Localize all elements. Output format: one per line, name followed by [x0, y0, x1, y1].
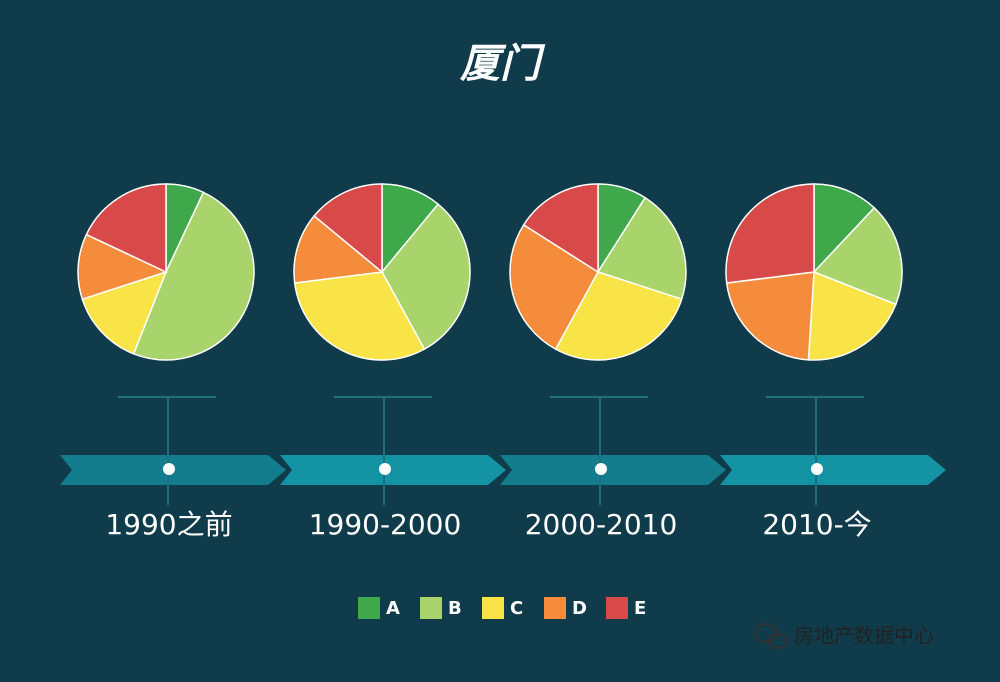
- pie-slice: [293, 271, 426, 361]
- pie-slice: [554, 271, 683, 361]
- legend-swatch: [544, 597, 566, 619]
- pie-slice: [725, 183, 815, 284]
- timeline-segment: [280, 455, 506, 485]
- watermark-text: 房地产数据中心: [794, 624, 934, 648]
- timeline-dot: [595, 463, 607, 475]
- timeline-segment: [720, 455, 946, 485]
- legend-swatch: [482, 597, 504, 619]
- period-label: 2010-今: [762, 508, 871, 541]
- legend-label: A: [386, 598, 400, 619]
- legend-label: D: [572, 598, 587, 619]
- timeline-dot: [163, 463, 175, 475]
- wechat-icon: [768, 633, 788, 649]
- pie-slice: [522, 183, 599, 274]
- legend-swatch: [358, 597, 380, 619]
- pie-slice: [813, 183, 876, 274]
- period-label: 1990-2000: [309, 508, 462, 541]
- pie-slice: [509, 223, 599, 351]
- pie-slice: [85, 183, 167, 274]
- timeline-segment: [500, 455, 726, 485]
- legend-label: E: [634, 598, 646, 619]
- pie-slice: [313, 183, 383, 274]
- timeline-dot: [379, 463, 391, 475]
- chart-title: 厦门: [459, 41, 546, 87]
- pie-slice: [725, 271, 815, 361]
- legend-swatch: [420, 597, 442, 619]
- period-label: 1990之前: [105, 508, 232, 541]
- legend-label: B: [448, 598, 462, 619]
- pie-slice: [293, 214, 384, 284]
- pie-slice: [596, 196, 687, 301]
- pie-slice: [807, 270, 897, 361]
- legend-label: C: [510, 598, 523, 619]
- pie-slice: [381, 203, 471, 351]
- pie-slice: [132, 191, 255, 361]
- timeline-dot: [811, 463, 823, 475]
- period-label: 2000-2010: [525, 508, 678, 541]
- legend-swatch: [606, 597, 628, 619]
- pie-slice: [77, 233, 169, 301]
- watermark: 房地产数据中心: [754, 623, 934, 649]
- wechat-icon: [754, 623, 778, 643]
